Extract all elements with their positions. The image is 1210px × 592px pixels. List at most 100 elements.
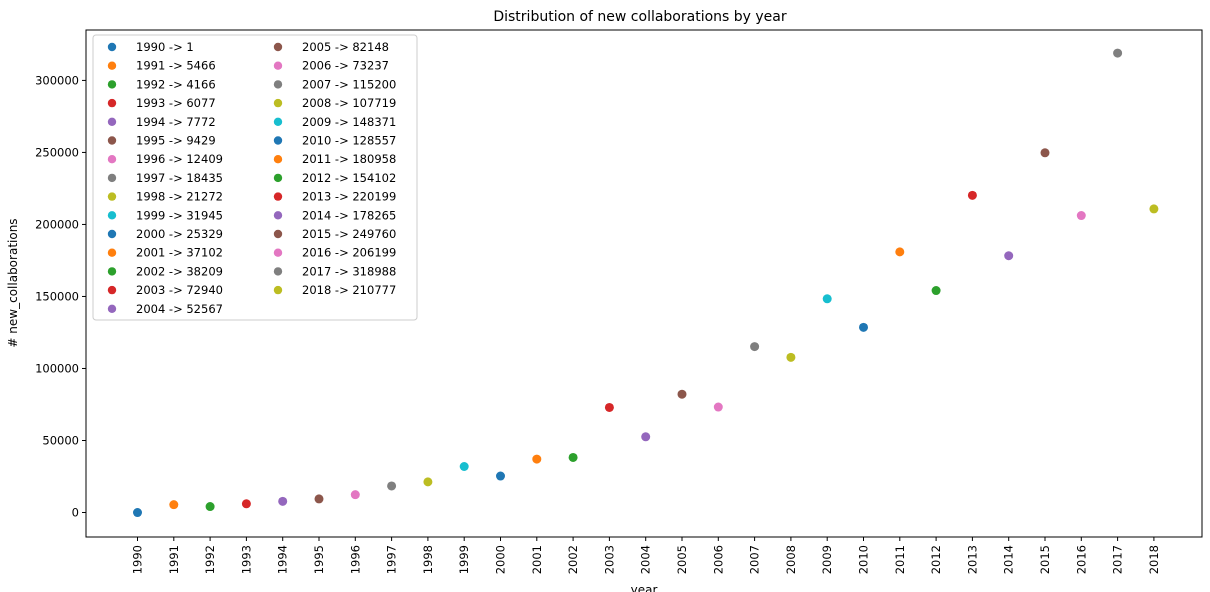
x-tick-label: 1993 bbox=[239, 545, 253, 574]
legend-entry: 2008 -> 107719 bbox=[302, 96, 396, 110]
legend-entry: 2011 -> 180958 bbox=[302, 152, 396, 166]
legend-entry: 2016 -> 206199 bbox=[302, 246, 396, 260]
legend-marker bbox=[273, 117, 283, 127]
x-tick-label: 2013 bbox=[965, 545, 979, 574]
legend-marker bbox=[107, 117, 117, 127]
legend-entry: 1991 -> 5466 bbox=[136, 59, 216, 73]
data-point bbox=[677, 389, 687, 399]
legend-marker bbox=[273, 173, 283, 183]
data-point bbox=[532, 454, 542, 464]
legend-entry: 2018 -> 210777 bbox=[302, 283, 396, 297]
data-point bbox=[241, 499, 251, 509]
legend-marker bbox=[107, 173, 117, 183]
data-point bbox=[1149, 204, 1159, 214]
data-point bbox=[822, 294, 832, 304]
legend-entry: 1999 -> 31945 bbox=[136, 208, 223, 222]
data-point bbox=[205, 502, 215, 512]
y-tick-label: 150000 bbox=[35, 289, 79, 303]
data-point bbox=[931, 286, 941, 296]
y-axis-label: # new_collaborations bbox=[6, 218, 20, 347]
legend-entry: 1990 -> 1 bbox=[136, 40, 194, 54]
data-point bbox=[1113, 48, 1123, 58]
legend-marker bbox=[273, 136, 283, 145]
legend-marker bbox=[107, 80, 117, 89]
legend-entry: 2003 -> 72940 bbox=[136, 283, 223, 297]
legend-entry: 1998 -> 21272 bbox=[136, 190, 223, 204]
legend-entry: 2014 -> 178265 bbox=[302, 208, 396, 222]
x-tick-label: 2001 bbox=[530, 545, 544, 574]
plot-area-frame bbox=[85, 29, 1203, 538]
data-point bbox=[169, 500, 179, 510]
data-point bbox=[1040, 148, 1050, 158]
x-axis: 1990 1991 1992 1993 1994 1995 1996 1997 1998 1999… bbox=[131, 537, 1161, 574]
x-tick-label: 2014 bbox=[1002, 545, 1016, 574]
legend-marker bbox=[273, 248, 283, 257]
legend-marker bbox=[107, 155, 117, 164]
data-point bbox=[1076, 211, 1086, 221]
y-axis: 0 50000 100000 150000 200000 250000 300000 bbox=[35, 73, 86, 520]
legend-marker bbox=[273, 80, 283, 89]
legend-marker bbox=[107, 304, 117, 313]
x-tick-label: 1994 bbox=[276, 545, 290, 574]
x-tick-label: 2002 bbox=[566, 545, 580, 574]
legend-marker bbox=[107, 98, 117, 108]
legend-entry: 2004 -> 52567 bbox=[136, 302, 223, 316]
legend-marker bbox=[107, 211, 117, 220]
x-tick-label: 2006 bbox=[711, 545, 725, 574]
x-tick-label: 1996 bbox=[348, 545, 362, 574]
data-point bbox=[895, 247, 905, 257]
legend-entry: 1993 -> 6077 bbox=[136, 96, 216, 110]
legend-entry: 2000 -> 25329 bbox=[136, 227, 223, 241]
y-tick-label: 250000 bbox=[35, 145, 79, 159]
data-point bbox=[423, 477, 433, 487]
data-point bbox=[604, 402, 614, 412]
data-point bbox=[459, 462, 469, 472]
x-tick-label: 2003 bbox=[602, 545, 616, 574]
x-tick-label: 2000 bbox=[494, 545, 508, 574]
x-tick-label: 1990 bbox=[131, 545, 145, 574]
legend-marker bbox=[107, 61, 117, 70]
legend-entry: 2007 -> 115200 bbox=[302, 77, 396, 91]
data-point bbox=[568, 452, 578, 462]
legend-frame bbox=[92, 34, 418, 321]
x-tick-label: 1991 bbox=[167, 545, 181, 574]
legend-marker bbox=[273, 98, 283, 108]
legend-entry: 2001 -> 37102 bbox=[136, 246, 223, 260]
legend-marker bbox=[107, 136, 117, 145]
x-tick-label: 2012 bbox=[929, 545, 943, 574]
legend-marker bbox=[273, 285, 283, 295]
data-point bbox=[750, 342, 760, 352]
x-tick-label: 2018 bbox=[1147, 545, 1161, 574]
legend-entry: 2015 -> 249760 bbox=[302, 227, 396, 241]
data-point bbox=[496, 471, 505, 481]
y-tick-label: 100000 bbox=[35, 361, 79, 375]
legend-entry: 1996 -> 12409 bbox=[136, 152, 223, 166]
data-points bbox=[133, 48, 1159, 518]
data-point bbox=[641, 432, 651, 442]
x-tick-label: 2016 bbox=[1074, 545, 1088, 574]
legend-entry: 1995 -> 9429 bbox=[136, 134, 216, 148]
legend-marker bbox=[273, 192, 283, 201]
legend-marker bbox=[273, 211, 283, 220]
x-tick-label: 2008 bbox=[784, 545, 798, 574]
data-point bbox=[859, 322, 868, 332]
data-point bbox=[314, 494, 324, 504]
legend-marker bbox=[273, 61, 283, 70]
legend-marker bbox=[107, 248, 117, 257]
x-tick-label: 2005 bbox=[675, 545, 689, 574]
data-point bbox=[1004, 251, 1014, 261]
y-tick-label: 0 bbox=[72, 506, 79, 520]
legend: 1990 -> 1 1991 -> 5466 1992 -> 4166 1993 ->… bbox=[92, 34, 418, 321]
legend-entry: 2005 -> 82148 bbox=[302, 40, 389, 54]
x-tick-label: 2004 bbox=[639, 545, 653, 574]
legend-marker bbox=[107, 229, 117, 239]
data-point bbox=[133, 508, 142, 518]
legend-entry: 1997 -> 18435 bbox=[136, 171, 223, 185]
legend-marker bbox=[107, 42, 117, 52]
legend-entry: 2013 -> 220199 bbox=[302, 190, 396, 204]
legend-marker bbox=[107, 267, 117, 276]
x-tick-label: 1992 bbox=[203, 545, 217, 574]
x-tick-label: 2015 bbox=[1038, 545, 1052, 574]
legend-entry: 1992 -> 4166 bbox=[136, 77, 216, 91]
legend-entry: 2012 -> 154102 bbox=[302, 171, 396, 185]
